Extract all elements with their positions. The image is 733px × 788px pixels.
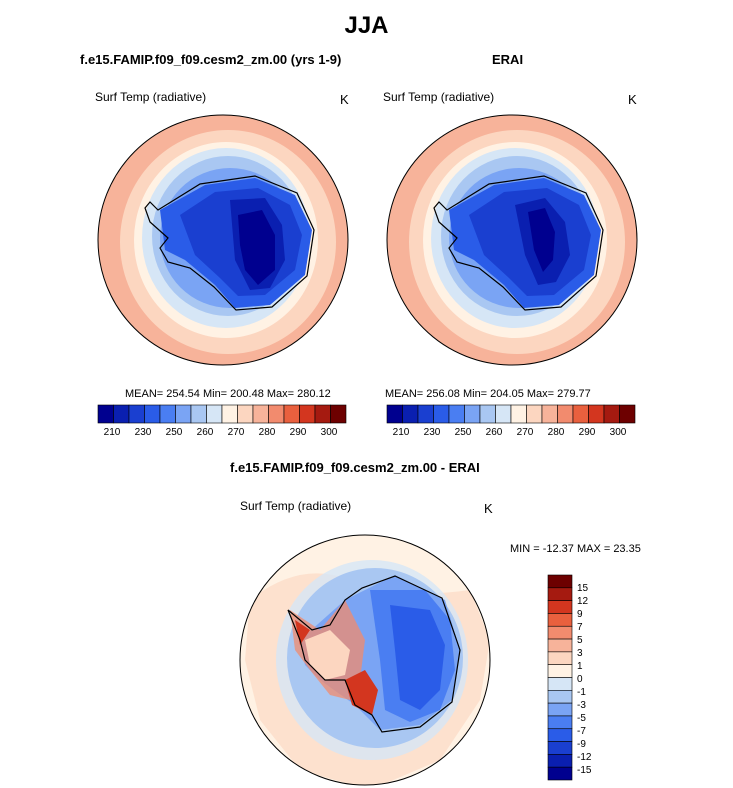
cb1-tick: 230 [134,427,152,438]
cb3-tick: -7 [577,726,586,737]
panel-3-variable: Surf Temp (radiative) [240,499,352,513]
colorbar-swatch [547,574,573,589]
cb2-tick: 250 [454,427,472,438]
colorbar-swatch [547,715,573,730]
colorbar-swatch [547,754,573,768]
panel-1-variable: Surf Temp (radiative) [95,90,207,104]
cb3-tick: 0 [577,674,583,685]
colorbar-swatch [547,677,573,691]
cb3-tick: 9 [577,609,583,620]
cb2-tick: 210 [392,427,410,438]
cb2-tick: 290 [578,427,596,438]
panel-2-variable: Surf Temp (radiative) [383,90,495,104]
colorbar-swatch [547,600,573,614]
cb3-tick: -9 [577,739,586,750]
cb3-tick: 12 [577,596,589,607]
cb3-tick: 3 [577,648,583,659]
cb1-tick: 290 [289,427,307,438]
cb3-tick: 1 [577,661,583,672]
cb3-tick: -1 [577,687,586,698]
panel-1-title: f.e15.FAMIP.f09_f09.cesm2_zm.00 (yrs 1-9… [80,52,342,67]
colorbar-swatch [547,613,573,627]
colorbar-swatch [547,741,573,755]
panel-1-stats: MEAN= 254.54 Min= 200.48 Max= 280.12 [125,388,331,400]
panel-3-title: f.e15.FAMIP.f09_f09.cesm2_zm.00 - ERAI [230,460,480,475]
cb1-tick: 300 [320,427,338,438]
cb3-tick: -12 [577,752,592,763]
cb3-tick: 5 [577,635,583,646]
colorbar-swatch [330,404,347,424]
colorbar-swatch [547,625,573,640]
cb2-tick: 280 [547,427,565,438]
cb2-tick: 270 [516,427,534,438]
panel-2-title: ERAI [492,52,524,67]
panel-1-units: K [340,92,349,107]
colorbar-swatch [619,404,636,424]
panel-2-stats: MEAN= 256.08 Min= 204.05 Max= 279.77 [385,388,591,400]
colorbar-swatch [547,728,573,742]
cb3-tick: -5 [577,713,586,724]
cb2-tick: 300 [609,427,627,438]
cb1-tick: 250 [165,427,183,438]
panel-3-units: K [484,501,493,516]
cb3-tick: -15 [577,765,592,776]
cb3-tick: -3 [577,700,586,711]
colorbar-swatch [547,664,573,678]
panel-2-units: K [628,92,637,107]
colorbar-swatch [547,690,573,704]
colorbar-swatch [547,651,573,665]
colorbar-swatch [547,638,573,653]
figure-title: JJA [344,12,389,39]
cb2-tick: 260 [485,427,503,438]
panel-3-stats: MIN = -12.37 MAX = 23.35 [510,543,641,555]
colorbar-swatch [547,587,573,601]
cb3-tick: 15 [577,583,589,594]
colorbar-swatch [547,766,573,781]
cb1-tick: 260 [196,427,214,438]
cb3-tick: 7 [577,622,583,633]
cb1-tick: 270 [227,427,245,438]
colorbar-swatch [547,702,573,717]
cb1-tick: 280 [258,427,276,438]
cb1-tick: 210 [103,427,121,438]
cb2-tick: 230 [423,427,441,438]
